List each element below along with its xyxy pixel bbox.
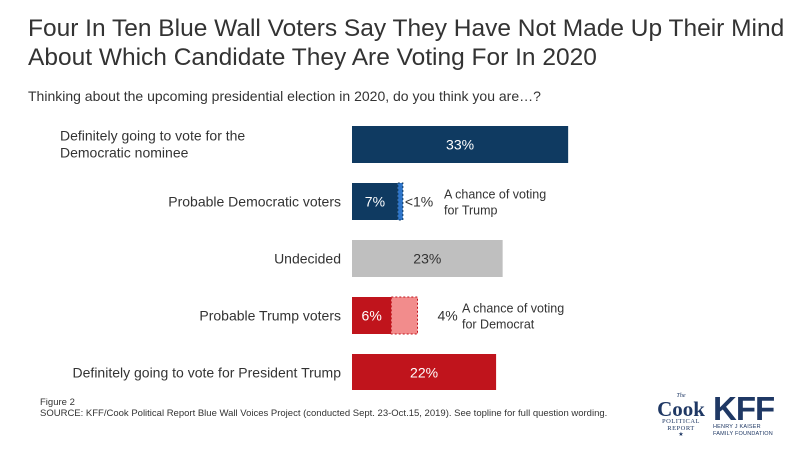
- value-label: <1%: [405, 194, 433, 210]
- chart-title: Four In Ten Blue Wall Voters Say They Ha…: [28, 15, 785, 71]
- bar-segment: [352, 240, 503, 277]
- annotation: A chance of voting for Democrat: [462, 302, 564, 332]
- bar-segment: [352, 297, 392, 334]
- value-label: 4%: [438, 308, 458, 324]
- bar-segment: [397, 182, 404, 221]
- value-label: 23%: [413, 251, 441, 267]
- category-label: Definitely going to vote for President T…: [73, 365, 342, 381]
- category-label: Definitely going to vote for the Democrat…: [60, 128, 245, 161]
- value-label: 22%: [410, 365, 438, 381]
- chart-subtitle: Thinking about the upcoming presidential…: [28, 88, 541, 104]
- value-label: 33%: [446, 137, 474, 153]
- annotation: A chance of voting for Trump: [444, 188, 546, 218]
- bar-chart: Definitely going to vote for the Democrat…: [60, 126, 569, 390]
- star-icon: ★: [678, 432, 684, 438]
- bar-segment: [390, 296, 418, 335]
- bar-segment: [352, 183, 398, 220]
- kff-logo: KFF HENRY J KAISER FAMILY FOUNDATION: [713, 390, 775, 437]
- value-label: 7%: [365, 194, 385, 210]
- category-label: Undecided: [274, 251, 341, 267]
- cook-political-report-logo: The Cook POLITICAL REPORT ★: [655, 393, 707, 445]
- figure-number: Figure 2: [40, 397, 75, 408]
- bar-segment: [352, 126, 569, 163]
- value-label: 6%: [362, 308, 382, 324]
- bar-segment: [352, 354, 497, 390]
- category-label: Probable Democratic voters: [168, 194, 341, 210]
- category-label: Probable Trump voters: [199, 308, 341, 324]
- source-note: SOURCE: KFF/Cook Political Report Blue W…: [40, 408, 608, 419]
